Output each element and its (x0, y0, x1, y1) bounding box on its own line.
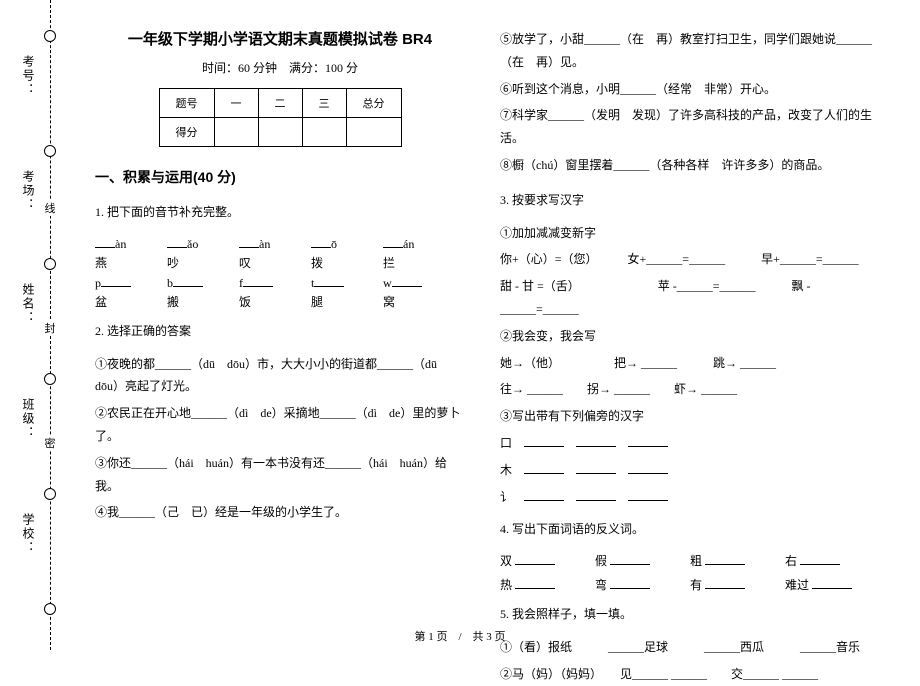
hanzi: 窝 (383, 293, 455, 310)
section-heading: 一、积累与运用(40 分) (95, 167, 465, 187)
hanzi: 搬 (167, 293, 239, 310)
q2-item: ④我______（己 已）经是一年级的小学生了。 (95, 501, 465, 524)
binding-circle (44, 603, 56, 615)
score-header: 题号 (159, 89, 214, 118)
binding-circle (44, 488, 56, 500)
q2-item: ⑧橱（chú）窗里摆着______（各种各样 许许多多）的商品。 (500, 154, 885, 177)
hanzi: 吵 (167, 254, 239, 271)
word: 粗 (690, 554, 702, 568)
pinyin-suffix: ǎo (187, 237, 198, 251)
q3-sub1-line: 你+（心）=（您） 女+______=______ 早+______=_____… (500, 248, 885, 271)
q4-row: 双 假 粗 右 (500, 551, 885, 569)
binding-circle (44, 145, 56, 157)
binding-char: 线 (44, 200, 56, 216)
q2-item: ②农民正在开心地______（dì de）采摘地______（dì de）里的萝… (95, 402, 465, 448)
exam-subtitle: 时间：60 分钟 满分：100 分 (95, 59, 465, 76)
pinyin-prefix: w (383, 276, 392, 290)
score-cell (346, 118, 401, 147)
binding-label-name: 姓名： (20, 283, 37, 325)
q3-stem: 3. 按要求写汉字 (500, 189, 885, 212)
score-header: 总分 (346, 89, 401, 118)
hanzi: 盆 (95, 293, 167, 310)
q3-sub1-title: ①加加减减变新字 (500, 222, 885, 245)
pinyin-suffix: àn (115, 237, 126, 251)
word: 难过 (785, 578, 809, 592)
score-header: 二 (258, 89, 302, 118)
q2-item: ⑤放学了，小甜______（在 再）教室打扫卫生，同学们跟她说______（在 … (500, 28, 885, 74)
q3-sub3-title: ③写出带有下列偏旁的汉字 (500, 405, 885, 428)
page-content: 一年级下学期小学语文期末真题模拟试卷 BR4 时间：60 分钟 满分：100 分… (80, 0, 910, 650)
score-header: 三 (302, 89, 346, 118)
hanzi: 拨 (311, 254, 383, 271)
q2-stem: 2. 选择正确的答案 (95, 320, 465, 343)
binding-label-room: 考场： (20, 170, 37, 212)
q2-item: ③你还______（hái huán）有一本书没有还______（hái huá… (95, 452, 465, 498)
binding-char: 密 (44, 435, 56, 451)
word: 弯 (595, 578, 607, 592)
q3-sub3-row: 讠 (500, 486, 885, 509)
q3-sub3-row: 口 (500, 432, 885, 455)
hanzi: 腿 (311, 293, 383, 310)
q5-stem: 5. 我会照样子，填一填。 (500, 603, 885, 626)
score-table: 题号 一 二 三 总分 得分 (159, 88, 402, 147)
binding-label-exam-id: 考号： (20, 55, 37, 97)
q1-grid: àn ǎo àn ō án 燕 吵 叹 拨 拦 p b f t w 盆 (95, 234, 465, 310)
word: 双 (500, 554, 512, 568)
binding-circle (44, 30, 56, 42)
q3-sub2-title: ②我会变，我会写 (500, 325, 885, 348)
binding-circle (44, 373, 56, 385)
exam-title: 一年级下学期小学语文期末真题模拟试卷 BR4 (95, 28, 465, 49)
q3-sub1-line: 甜 - 甘 =（舌） 苹 -______=______ 飘 -______=__… (500, 275, 885, 321)
hanzi: 饭 (239, 293, 311, 310)
q4-row: 热 弯 有 难过 (500, 575, 885, 593)
q2-item: ⑥听到这个消息，小明______（经常 非常）开心。 (500, 78, 885, 101)
page-footer: 第 1 页 / 共 3 页 (0, 628, 920, 644)
score-header: 一 (214, 89, 258, 118)
binding-label-school: 学校： (20, 513, 37, 555)
word: 右 (785, 554, 797, 568)
binding-margin: 考号： 考场： 线 姓名： 封 班级： 密 学校： (0, 0, 70, 650)
radical: 木 (500, 463, 512, 477)
score-cell (302, 118, 346, 147)
q2-item: ⑦科学家______（发明 发现）了许多高科技的产品，改变了人们的生活。 (500, 104, 885, 150)
score-row-label: 得分 (159, 118, 214, 147)
right-column: ⑤放学了，小甜______（在 再）教室打扫卫生，同学们跟她说______（在 … (480, 0, 900, 650)
binding-circle (44, 258, 56, 270)
word: 热 (500, 578, 512, 592)
score-cell (258, 118, 302, 147)
hanzi: 燕 (95, 254, 167, 271)
q1-stem: 1. 把下面的音节补充完整。 (95, 201, 465, 224)
pinyin-suffix: án (403, 237, 414, 251)
score-cell (214, 118, 258, 147)
hanzi: 叹 (239, 254, 311, 271)
left-column: 一年级下学期小学语文期末真题模拟试卷 BR4 时间：60 分钟 满分：100 分… (80, 0, 480, 650)
q3-sub2-line: 她→（他） 把→ ______ 跳→ ______ (500, 352, 885, 375)
q5-line: ②马（妈）（妈妈） 见______ ______ 交______ ______ (500, 663, 885, 686)
hanzi: 拦 (383, 254, 455, 271)
pinyin-suffix: àn (259, 237, 270, 251)
pinyin-suffix: ō (331, 237, 337, 251)
radical: 讠 (500, 490, 512, 504)
radical: 口 (500, 436, 512, 450)
binding-char: 封 (44, 320, 56, 336)
q3-sub2-line: 往→ ______ 拐→ ______ 虾→ ______ (500, 378, 885, 401)
q4-stem: 4. 写出下面词语的反义词。 (500, 518, 885, 541)
binding-label-class: 班级： (20, 398, 37, 440)
word: 假 (595, 554, 607, 568)
q3-sub3-row: 木 (500, 459, 885, 482)
q2-item: ①夜晚的都______（dū dōu）市，大大小小的街道都______（dū d… (95, 353, 465, 399)
word: 有 (690, 578, 702, 592)
